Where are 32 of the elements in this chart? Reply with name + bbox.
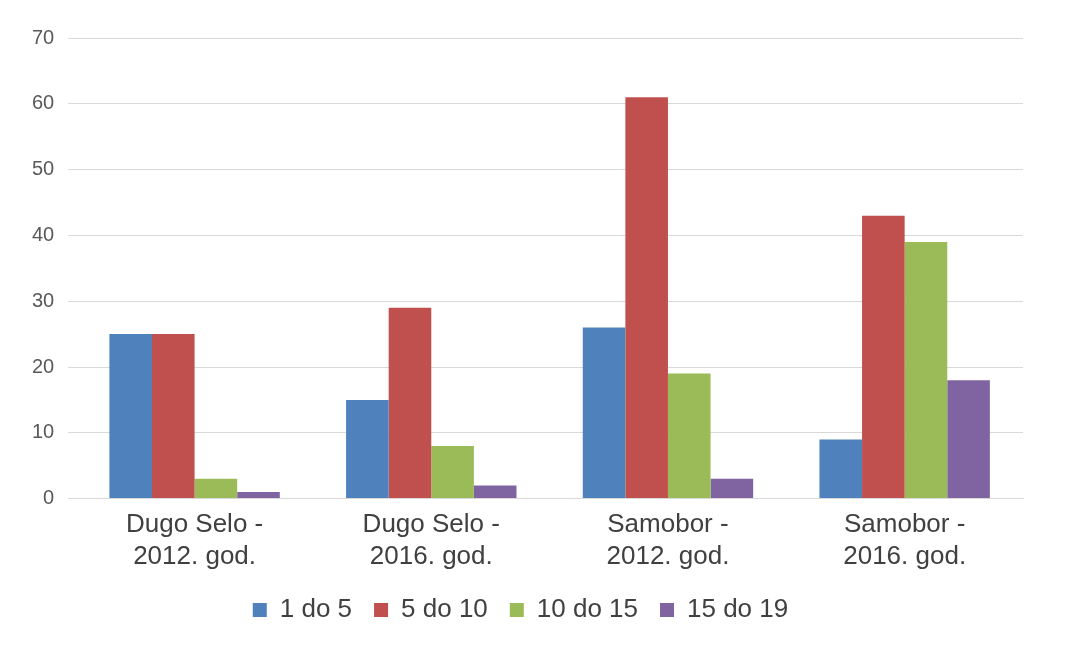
x-tick-label: Samobor - 2012. god.	[606, 508, 730, 570]
legend-label: 15 do 19	[687, 593, 789, 624]
legend-label: 10 do 15	[536, 593, 639, 624]
bar	[473, 485, 517, 499]
legend-label: 5 do 10	[401, 593, 488, 624]
x-tick-label: Dugo Selo - 2012. god.	[125, 508, 264, 570]
y-tick-label: 60	[32, 91, 55, 114]
bar	[625, 97, 668, 499]
bar	[109, 334, 152, 499]
y-tick-label: 30	[32, 288, 55, 311]
bar	[819, 439, 863, 499]
bar	[862, 215, 905, 499]
y-tick-label: 40	[32, 222, 55, 245]
bar	[710, 478, 754, 499]
bar	[194, 478, 238, 499]
bar	[904, 241, 948, 499]
x-tick-label: Dugo Selo - 2016. god.	[362, 508, 500, 570]
bar	[431, 445, 474, 499]
bar	[947, 380, 990, 499]
bar	[667, 373, 711, 499]
y-tick-label: 0	[43, 486, 55, 509]
y-tick-label: 70	[32, 25, 55, 48]
bar	[151, 334, 195, 499]
x-tick-label: Samobor - 2016. god.	[843, 508, 967, 570]
bar	[582, 327, 626, 499]
bar	[388, 307, 432, 499]
y-tick-label: 50	[32, 157, 55, 180]
y-tick-label: 20	[32, 354, 55, 377]
bar	[346, 399, 389, 499]
bar	[237, 492, 280, 499]
legend-label: 1 do 5	[279, 593, 353, 624]
y-tick-label: 10	[32, 420, 55, 443]
